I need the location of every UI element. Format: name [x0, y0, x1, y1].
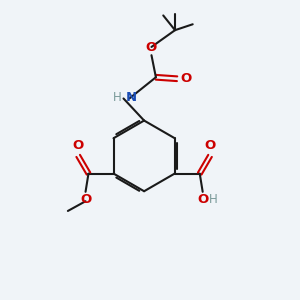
Text: O: O — [204, 140, 216, 152]
Text: H: H — [209, 193, 218, 206]
Text: H: H — [113, 92, 122, 104]
Text: O: O — [181, 72, 192, 85]
Text: O: O — [197, 193, 208, 206]
Text: O: O — [73, 140, 84, 152]
Text: O: O — [80, 193, 91, 206]
Text: O: O — [146, 41, 157, 54]
Text: N: N — [126, 92, 137, 104]
